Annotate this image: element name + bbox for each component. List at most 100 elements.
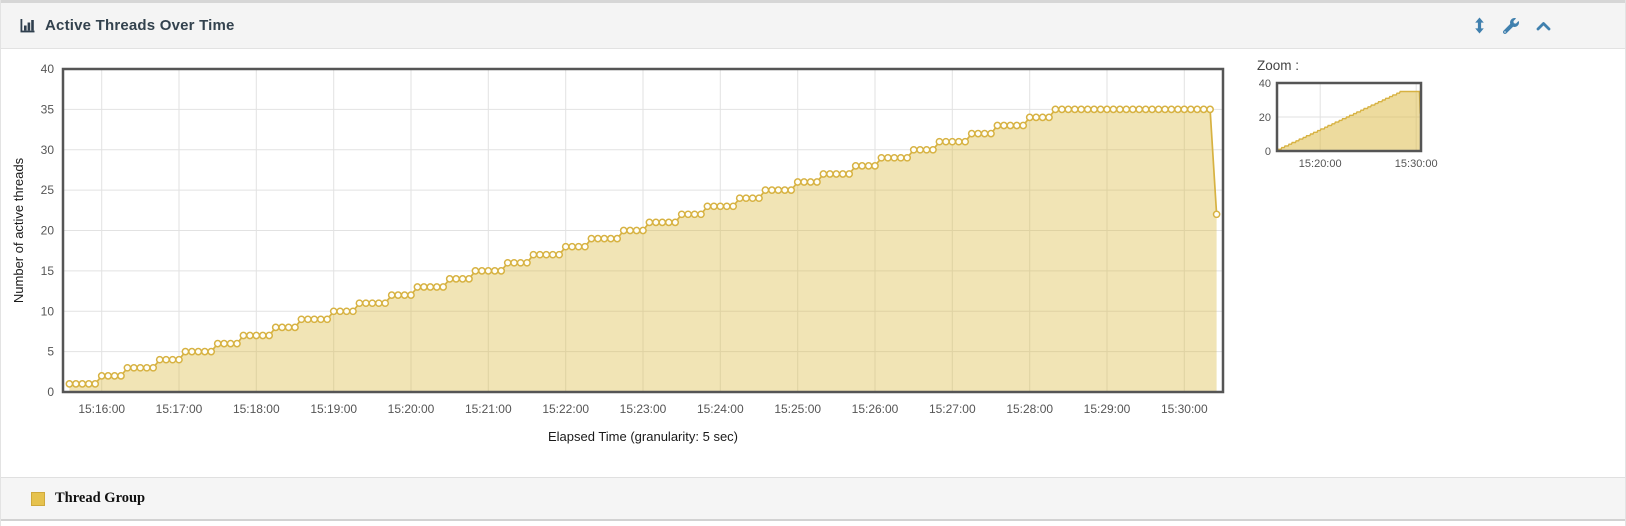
series-point — [220, 339, 228, 348]
legend-item-thread-group[interactable]: Thread Group — [31, 490, 145, 507]
series-point — [278, 323, 286, 332]
series-point — [1128, 105, 1137, 114]
series-point — [787, 186, 796, 194]
series-point — [948, 137, 957, 146]
series-point — [1109, 105, 1118, 114]
series-point — [1038, 113, 1047, 122]
series-point — [858, 162, 866, 170]
series-point — [1045, 113, 1053, 122]
series-point — [793, 178, 802, 186]
x-tick-label: 15:23:00 — [620, 402, 667, 416]
legend-label: Thread Group — [55, 490, 146, 506]
series-point — [993, 121, 1002, 130]
series-point — [1077, 105, 1086, 114]
series-point — [387, 291, 396, 299]
series-point — [1116, 105, 1124, 114]
panel-top-border — [1, 0, 1625, 3]
series-point — [1083, 105, 1092, 114]
zoom-overview-svg[interactable]: 15:20:00 15:30:00 0 20 40 — [1249, 77, 1469, 179]
series-point — [142, 363, 151, 372]
series-point — [1212, 210, 1221, 219]
series-point — [1090, 105, 1098, 114]
series-point — [954, 137, 963, 146]
series-point — [600, 234, 609, 243]
series-point — [1012, 121, 1021, 130]
series-point — [851, 162, 860, 170]
series-point — [194, 347, 203, 356]
series-point — [735, 194, 744, 203]
series-point — [710, 202, 718, 211]
series-point — [136, 363, 145, 372]
series-point — [188, 347, 196, 356]
series-point — [84, 380, 93, 388]
zoom-overview-panel: Zoom : 15:20:00 15:30:00 0 20 40 — [1249, 58, 1479, 184]
series-point — [323, 315, 332, 324]
series-point — [110, 372, 119, 380]
legend-bar: Thread Group — [1, 477, 1625, 521]
resize-vertical-icon[interactable] — [1473, 17, 1486, 34]
series-area — [69, 109, 1217, 393]
series-point — [1025, 113, 1034, 122]
series-point — [1180, 105, 1189, 114]
series-point — [1174, 105, 1182, 114]
settings-wrench-icon[interactable] — [1503, 17, 1519, 34]
series-point — [400, 291, 409, 299]
series-point — [942, 137, 950, 146]
series-point — [523, 258, 531, 267]
zoom-series-line — [1277, 90, 1421, 150]
series-point — [1193, 105, 1202, 114]
series-point — [1154, 105, 1163, 114]
series-point — [632, 226, 641, 235]
series-point — [239, 331, 248, 340]
series-point — [355, 299, 364, 308]
series-point — [1019, 121, 1028, 130]
series-point — [909, 145, 918, 154]
series-point — [742, 194, 750, 203]
series-point — [916, 145, 924, 154]
series-point — [497, 267, 506, 275]
y-tick-label: 25 — [41, 183, 55, 197]
series-point — [503, 258, 512, 267]
series-point — [1135, 105, 1144, 114]
series-point — [594, 234, 602, 243]
series-point — [329, 307, 338, 316]
series-point — [1199, 105, 1208, 114]
series-point — [471, 267, 480, 275]
x-tick-label: 15:19:00 — [310, 402, 357, 416]
x-tick-label: 15:24:00 — [697, 402, 744, 416]
collapse-chevron-up-icon[interactable] — [1536, 21, 1551, 31]
series-point — [426, 283, 435, 291]
series-point — [935, 137, 944, 146]
series-point — [1161, 105, 1169, 114]
series-point — [581, 242, 589, 251]
series-point — [871, 162, 879, 170]
series-point — [729, 202, 738, 211]
series-point — [310, 315, 319, 324]
series-point — [175, 355, 183, 364]
x-tick-label: 15:30:00 — [1161, 402, 1208, 416]
series-point — [768, 186, 776, 194]
series-point — [864, 162, 873, 170]
series-point — [761, 186, 770, 194]
series-point — [72, 380, 80, 388]
series-point — [271, 323, 280, 332]
series-point — [542, 250, 551, 259]
series-point — [832, 170, 841, 178]
series-point — [439, 283, 448, 291]
series-point — [162, 355, 170, 364]
legend-swatch — [31, 491, 45, 506]
series-point — [1148, 105, 1156, 114]
series-point — [703, 202, 712, 211]
series-point — [613, 234, 622, 243]
series-point — [671, 218, 680, 227]
series-point — [291, 323, 299, 332]
series-point — [1070, 105, 1079, 114]
zoom-y-tick-label: 0 — [1265, 146, 1271, 158]
y-tick-label: 40 — [41, 62, 55, 76]
series-point — [800, 178, 808, 186]
main-chart-svg[interactable]: 15:16:00 15:17:00 15:18:00 15:19:00 15:20:00… — [7, 54, 1257, 449]
main-chart[interactable]: 15:16:00 15:17:00 15:18:00 15:19:00 15:20:00… — [7, 54, 1257, 449]
series-point — [819, 170, 828, 178]
x-tick-label: 15:28:00 — [1006, 402, 1053, 416]
